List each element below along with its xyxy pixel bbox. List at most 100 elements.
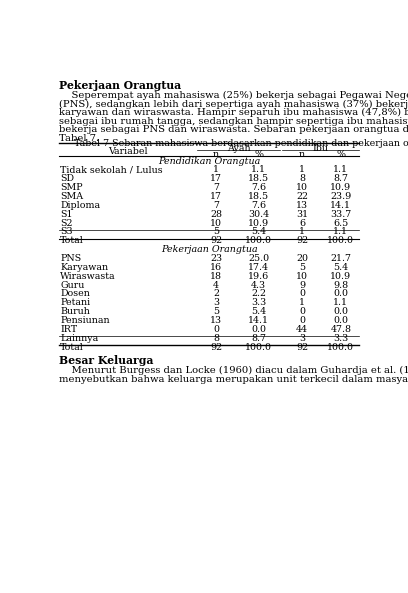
Text: PNS: PNS	[60, 254, 82, 263]
Text: n: n	[213, 150, 219, 159]
Text: %: %	[336, 150, 345, 159]
Text: 5: 5	[299, 263, 305, 272]
Text: 8: 8	[213, 334, 219, 343]
Text: Total: Total	[60, 237, 84, 246]
Text: 100.0: 100.0	[327, 237, 355, 246]
Text: %: %	[254, 150, 263, 159]
Text: 0.0: 0.0	[333, 316, 348, 325]
Text: 7: 7	[213, 183, 219, 192]
Text: 31: 31	[296, 210, 308, 219]
Text: 33.7: 33.7	[330, 210, 351, 219]
Text: 28: 28	[210, 210, 222, 219]
Text: Tidak sekolah / Lulus: Tidak sekolah / Lulus	[60, 165, 163, 174]
Text: Lainnya: Lainnya	[60, 334, 99, 343]
Text: Besar Keluarga: Besar Keluarga	[59, 355, 153, 366]
Text: 14.1: 14.1	[248, 316, 269, 325]
Text: 10.9: 10.9	[330, 272, 351, 280]
Text: 0.0: 0.0	[333, 307, 348, 316]
Text: 7: 7	[213, 201, 219, 210]
Text: 9: 9	[299, 280, 305, 289]
Text: 1: 1	[299, 228, 305, 237]
Text: 10.9: 10.9	[248, 219, 269, 228]
Text: 0: 0	[299, 316, 305, 325]
Text: 3.3: 3.3	[251, 298, 266, 307]
Text: 4: 4	[213, 280, 219, 289]
Text: 0: 0	[299, 307, 305, 316]
Text: Petani: Petani	[60, 298, 91, 307]
Text: 44: 44	[296, 325, 308, 334]
Text: 3.3: 3.3	[333, 334, 348, 343]
Text: Pekerjaan Orangtua: Pekerjaan Orangtua	[59, 81, 181, 91]
Text: 13: 13	[296, 201, 308, 210]
Text: 10: 10	[210, 219, 222, 228]
Text: IRT: IRT	[60, 325, 78, 334]
Text: S2: S2	[60, 219, 73, 228]
Text: 20: 20	[296, 254, 308, 263]
Text: 21.7: 21.7	[330, 254, 351, 263]
Text: S3: S3	[60, 228, 73, 237]
Text: Diploma: Diploma	[60, 201, 100, 210]
Text: 10: 10	[296, 183, 308, 192]
Text: 0: 0	[213, 325, 219, 334]
Text: 47.8: 47.8	[330, 325, 351, 334]
Text: 22: 22	[296, 192, 308, 201]
Text: Ibu: Ibu	[313, 144, 329, 154]
Text: 100.0: 100.0	[245, 343, 272, 352]
Text: 17: 17	[210, 174, 222, 183]
Text: 4.3: 4.3	[251, 280, 266, 289]
Text: n: n	[299, 150, 305, 159]
Text: 17.4: 17.4	[248, 263, 269, 272]
Text: SMA: SMA	[60, 192, 83, 201]
Text: Menurut Burgess dan Locke (1960) diacu dalam Guhardja et al. (1992): Menurut Burgess dan Locke (1960) diacu d…	[59, 366, 408, 375]
Text: 10: 10	[296, 272, 308, 280]
Text: 17: 17	[210, 192, 222, 201]
Text: 30.4: 30.4	[248, 210, 269, 219]
Text: Seperempat ayah mahasiswa (25%) bekerja sebagai Pegawai Negeri Sipil: Seperempat ayah mahasiswa (25%) bekerja …	[59, 91, 408, 100]
Text: 3: 3	[213, 298, 219, 307]
Text: Wiraswasta: Wiraswasta	[60, 272, 116, 280]
Text: 13: 13	[210, 316, 222, 325]
Text: 5.4: 5.4	[251, 307, 266, 316]
Text: 7.6: 7.6	[251, 183, 266, 192]
Text: Dosen: Dosen	[60, 289, 90, 298]
Text: 1: 1	[299, 165, 305, 174]
Text: 92: 92	[296, 237, 308, 246]
Text: 10.9: 10.9	[330, 183, 351, 192]
Text: 6.5: 6.5	[333, 219, 348, 228]
Text: 14.1: 14.1	[330, 201, 351, 210]
Text: 0.0: 0.0	[333, 289, 348, 298]
Text: sebagai ibu rumah tangga, sedangkan hampir sepertiga ibu mahasiswa (32,6%): sebagai ibu rumah tangga, sedangkan hamp…	[59, 117, 408, 126]
Text: Tabel 7 Sebaran mahasiswa berdasarkan pendidikan dan pekerjaan orangtua: Tabel 7 Sebaran mahasiswa berdasarkan pe…	[74, 139, 408, 148]
Text: Pekerjaan Orangtua: Pekerjaan Orangtua	[161, 245, 257, 254]
Text: Pensiunan: Pensiunan	[60, 316, 110, 325]
Text: menyebutkan bahwa keluarga merupakan unit terkecil dalam masyarakat yang: menyebutkan bahwa keluarga merupakan uni…	[59, 375, 408, 384]
Text: 9.8: 9.8	[333, 280, 348, 289]
Text: 8.7: 8.7	[333, 174, 348, 183]
Text: bekerja sebagai PNS dan wiraswasta. Sebaran pekerjaan orangtua disajikan pada: bekerja sebagai PNS dan wiraswasta. Seba…	[59, 125, 408, 134]
Text: 5: 5	[213, 228, 219, 237]
Text: 23: 23	[210, 254, 222, 263]
Text: 3: 3	[299, 334, 305, 343]
Text: 19.6: 19.6	[248, 272, 269, 280]
Text: Ayah: Ayah	[228, 144, 251, 154]
Text: 92: 92	[210, 343, 222, 352]
Text: 18.5: 18.5	[248, 174, 269, 183]
Text: 23.9: 23.9	[330, 192, 351, 201]
Text: Tabel 7.: Tabel 7.	[59, 133, 99, 142]
Text: 1: 1	[299, 298, 305, 307]
Text: 0.0: 0.0	[251, 325, 266, 334]
Text: 1.1: 1.1	[333, 228, 348, 237]
Text: 100.0: 100.0	[245, 237, 272, 246]
Text: 92: 92	[296, 343, 308, 352]
Text: 5.4: 5.4	[251, 228, 266, 237]
Text: 2: 2	[213, 289, 219, 298]
Text: 0: 0	[299, 289, 305, 298]
Text: 5.4: 5.4	[333, 263, 348, 272]
Text: 18.5: 18.5	[248, 192, 269, 201]
Text: 1.1: 1.1	[333, 165, 348, 174]
Text: Karyawan: Karyawan	[60, 263, 109, 272]
Text: S1: S1	[60, 210, 73, 219]
Text: 18: 18	[210, 272, 222, 280]
Text: Guru: Guru	[60, 280, 85, 289]
Text: 16: 16	[210, 263, 222, 272]
